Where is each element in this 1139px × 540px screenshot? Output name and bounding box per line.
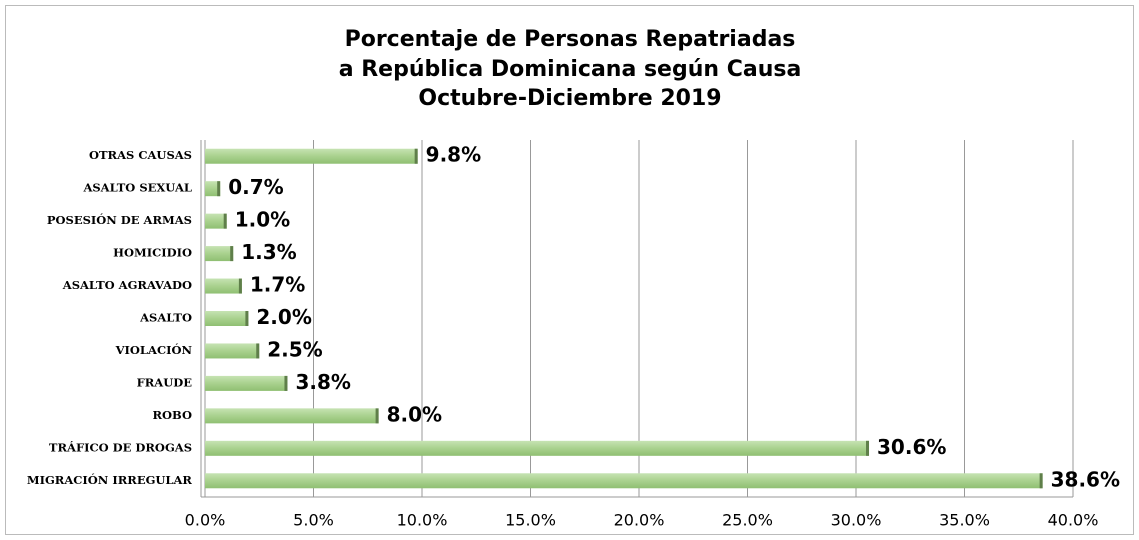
bar bbox=[205, 343, 260, 359]
chart-title: Octubre-Diciembre 2019 bbox=[418, 86, 721, 111]
bar bbox=[205, 311, 249, 326]
y-tick-label: ASALTO AGRAVADO bbox=[62, 278, 192, 292]
value-label: 0.7% bbox=[228, 175, 283, 199]
value-label: 8.0% bbox=[387, 402, 442, 426]
y-tick-label: ROBO bbox=[152, 408, 192, 422]
x-tick-label: 25.0% bbox=[722, 511, 773, 530]
chart-title: a República Dominicana según Causa bbox=[339, 57, 802, 82]
x-tick-label: 35.0% bbox=[939, 511, 990, 530]
value-label: 30.6% bbox=[877, 435, 946, 459]
bar-side bbox=[284, 375, 288, 391]
y-tick-label: ASALTO bbox=[139, 311, 192, 325]
bar bbox=[205, 375, 288, 391]
value-label: 3.8% bbox=[295, 370, 350, 394]
x-tick-label: 5.0% bbox=[293, 511, 334, 530]
x-tick-label: 20.0% bbox=[614, 511, 665, 530]
y-tick-label: HOMICIDIO bbox=[113, 246, 192, 260]
y-tick-label: VIOLACIÓN bbox=[115, 343, 193, 357]
value-label: 1.0% bbox=[235, 208, 290, 232]
bar-side bbox=[230, 246, 234, 262]
bar-side bbox=[238, 278, 242, 294]
y-tick-label: ASALTO SEXUAL bbox=[82, 181, 192, 195]
value-label: 38.6% bbox=[1051, 467, 1120, 491]
bar-side bbox=[217, 181, 221, 197]
y-tick-label: OTRAS CAUSAS bbox=[89, 148, 192, 162]
value-label: 9.8% bbox=[426, 143, 481, 167]
bar-side bbox=[866, 440, 870, 456]
y-tick-label: TRÁFICO DE DROGAS bbox=[49, 440, 192, 454]
x-tick-label: 40.0% bbox=[1048, 511, 1099, 530]
bar-side bbox=[414, 148, 418, 164]
y-tick-label: POSESIÓN DE ARMAS bbox=[47, 213, 192, 227]
bar bbox=[205, 246, 234, 262]
y-tick-label: FRAUDE bbox=[137, 375, 193, 389]
bar-side bbox=[256, 343, 260, 359]
bar-side bbox=[375, 408, 379, 424]
x-tick-label: 15.0% bbox=[505, 511, 556, 530]
bar bbox=[205, 181, 221, 197]
bar bbox=[205, 213, 227, 229]
chart-title: Porcentaje de Personas Repatriadas bbox=[345, 27, 796, 52]
value-label: 2.5% bbox=[267, 337, 322, 361]
bar bbox=[205, 408, 379, 424]
bar bbox=[205, 278, 242, 294]
bar bbox=[205, 148, 418, 164]
bar-side bbox=[1039, 473, 1043, 489]
y-tick-label: MIGRACIÓN IRREGULAR bbox=[27, 473, 193, 487]
x-tick-label: 30.0% bbox=[831, 511, 882, 530]
value-label: 1.7% bbox=[250, 273, 305, 297]
x-tick-label: 0.0% bbox=[185, 511, 226, 530]
bar bbox=[205, 473, 1043, 489]
bar bbox=[205, 440, 870, 456]
bar-side bbox=[245, 311, 249, 326]
x-tick-label: 10.0% bbox=[397, 511, 448, 530]
value-label: 1.3% bbox=[241, 240, 296, 264]
value-label: 2.0% bbox=[256, 305, 311, 329]
bar-side bbox=[223, 213, 227, 229]
